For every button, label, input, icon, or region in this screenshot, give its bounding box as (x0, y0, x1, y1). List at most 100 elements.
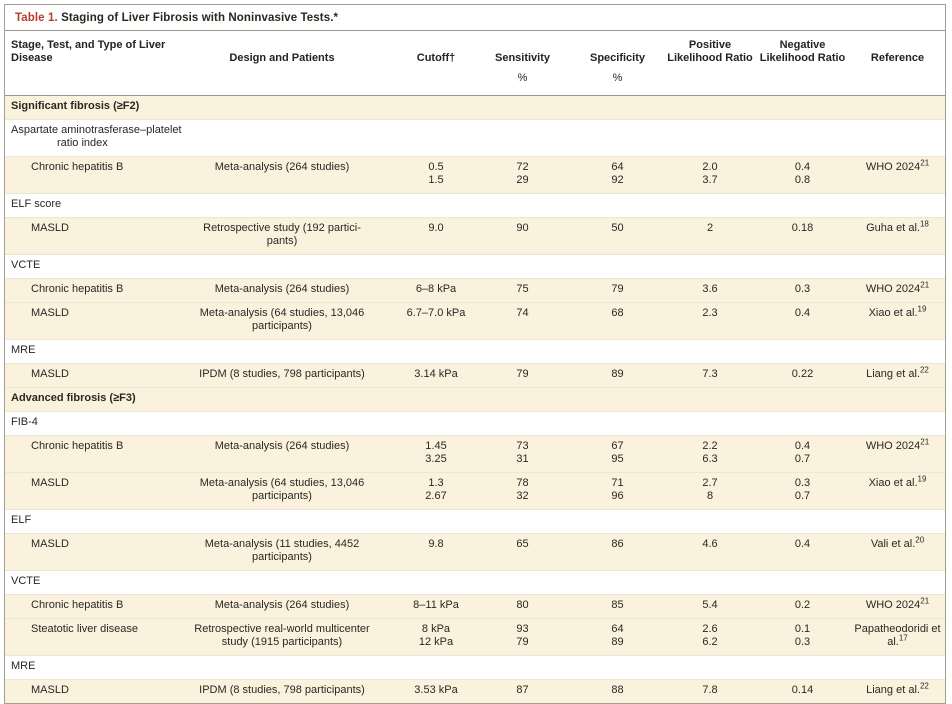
table-row: MASLD IPDM (8 studies, 798 participants) 3… (5, 679, 945, 703)
table-number: Table 1. (15, 12, 58, 24)
table-title-text: Staging of Liver Fibrosis with Noninvasi… (61, 12, 339, 24)
specificity-cell: 67 95 (570, 435, 665, 473)
positive-lr-cell: 2.7 8 (665, 472, 755, 510)
positive-lr-cell: 7.8 (665, 679, 755, 703)
positive-lr-cell: 2.3 (665, 302, 755, 340)
test-label: MRE (5, 655, 945, 680)
specificity-cell: 64 92 (570, 156, 665, 194)
col-header-stage: Stage, Test, and Type of Liver Disease (11, 39, 166, 64)
design-patients-cell: IPDM (8 studies, 798 participants) (187, 363, 377, 388)
cutoff-cell: 3.14 kPa (377, 363, 475, 388)
section-header-row: Significant fibrosis (≥F2) (5, 95, 945, 120)
col-header-sensitivity: Sensitivity (494, 52, 551, 64)
section-label: Significant fibrosis (≥F2) (5, 95, 945, 120)
sensitivity-cell: 73 31 (475, 435, 570, 473)
table-row: Chronic hepatitis B Meta-analysis (264 st… (5, 278, 945, 303)
col-header-plr: Positive Likelihood Ratio (667, 39, 753, 64)
col-header-reference: Reference (870, 52, 925, 64)
cutoff-cell: 0.5 1.5 (377, 156, 475, 194)
reference-cell: Liang et al.22 (850, 679, 945, 703)
test-header-row: ELF (5, 509, 945, 534)
table-row: Chronic hepatitis B Meta-analysis (264 st… (5, 594, 945, 619)
negative-lr-cell: 0.3 (755, 278, 850, 303)
table-row: Chronic hepatitis B Meta-analysis (264 st… (5, 435, 945, 473)
design-patients-cell: Meta-analysis (64 studies, 13,046 partici… (187, 302, 377, 340)
disease-type-cell: Chronic hepatitis B (5, 278, 187, 303)
specificity-cell: 85 (570, 594, 665, 619)
col-header-cutoff: Cutoff† (416, 52, 456, 64)
design-patients-cell: IPDM (8 studies, 798 participants) (187, 679, 377, 703)
sensitivity-cell: 87 (475, 679, 570, 703)
positive-lr-cell: 4.6 (665, 533, 755, 571)
positive-lr-cell: 3.6 (665, 278, 755, 303)
table-title: Table 1. Staging of Liver Fibrosis with … (5, 5, 945, 31)
disease-type-cell: Chronic hepatitis B (5, 594, 187, 619)
cutoff-cell: 1.3 2.67 (377, 472, 475, 510)
disease-type-cell: Chronic hepatitis B (5, 156, 187, 194)
reference-cell: WHO 202421 (850, 594, 945, 619)
col-header-design: Design and Patients (229, 52, 335, 64)
test-header-row: MRE (5, 339, 945, 364)
cutoff-cell: 9.0 (377, 217, 475, 255)
specificity-unit: % (570, 65, 665, 96)
header-row: Stage, Test, and Type of Liver Disease D… (5, 31, 945, 65)
cutoff-cell: 9.8 (377, 533, 475, 571)
positive-lr-cell: 2.0 3.7 (665, 156, 755, 194)
table-row: MASLD Retrospective study (192 partici-pa… (5, 217, 945, 255)
test-header-row: VCTE (5, 254, 945, 279)
negative-lr-cell: 0.14 (755, 679, 850, 703)
table-header: Stage, Test, and Type of Liver Disease D… (5, 31, 945, 96)
cutoff-cell: 6.7–7.0 kPa (377, 302, 475, 340)
sensitivity-cell: 93 79 (475, 618, 570, 656)
disease-type-cell: MASLD (5, 472, 187, 510)
negative-lr-cell: 0.4 0.7 (755, 435, 850, 473)
reference-cell: Xiao et al.19 (850, 472, 945, 510)
sensitivity-cell: 80 (475, 594, 570, 619)
sensitivity-cell: 75 (475, 278, 570, 303)
units-row: % % (5, 65, 945, 96)
test-header-row: FIB-4 (5, 411, 945, 436)
table-row: Chronic hepatitis B Meta-analysis (264 st… (5, 156, 945, 194)
negative-lr-cell: 0.2 (755, 594, 850, 619)
positive-lr-cell: 2 (665, 217, 755, 255)
specificity-cell: 71 96 (570, 472, 665, 510)
cutoff-cell: 1.45 3.25 (377, 435, 475, 473)
table-row: MASLD Meta-analysis (64 studies, 13,046 pa… (5, 472, 945, 510)
design-patients-cell: Meta-analysis (264 studies) (187, 156, 377, 194)
table-row: MASLD Meta-analysis (11 studies, 4452 part… (5, 533, 945, 571)
sensitivity-cell: 74 (475, 302, 570, 340)
disease-type-cell: Steatotic liver disease (5, 618, 187, 656)
col-header-specificity: Specificity (589, 52, 646, 64)
test-label: Aspartate aminotrasferase–platelet ratio … (5, 119, 945, 157)
sensitivity-cell: 72 29 (475, 156, 570, 194)
reference-cell: Vali et al.20 (850, 533, 945, 571)
positive-lr-cell: 5.4 (665, 594, 755, 619)
disease-type-cell: MASLD (5, 363, 187, 388)
design-patients-cell: Meta-analysis (11 studies, 4452 participa… (187, 533, 377, 571)
reference-cell: WHO 202421 (850, 435, 945, 473)
negative-lr-cell: 0.18 (755, 217, 850, 255)
specificity-cell: 86 (570, 533, 665, 571)
sensitivity-cell: 78 32 (475, 472, 570, 510)
positive-lr-cell: 2.6 6.2 (665, 618, 755, 656)
specificity-cell: 79 (570, 278, 665, 303)
design-patients-cell: Retrospective study (192 partici-pants) (187, 217, 377, 255)
test-label: FIB-4 (5, 411, 945, 436)
table-row: MASLD IPDM (8 studies, 798 participants) 3… (5, 363, 945, 388)
test-label: ELF (5, 509, 945, 534)
disease-type-cell: MASLD (5, 533, 187, 571)
positive-lr-cell: 2.2 6.3 (665, 435, 755, 473)
sensitivity-unit: % (475, 65, 570, 96)
test-label: ELF score (5, 193, 945, 218)
design-patients-cell: Retrospective real-world multicenter stud… (187, 618, 377, 656)
cutoff-cell: 8 kPa 12 kPa (377, 618, 475, 656)
cutoff-cell: 8–11 kPa (377, 594, 475, 619)
fibrosis-staging-table: Stage, Test, and Type of Liver Disease D… (5, 31, 945, 703)
test-header-row: ELF score (5, 193, 945, 218)
negative-lr-cell: 0.4 0.8 (755, 156, 850, 194)
test-header-row: VCTE (5, 570, 945, 595)
test-header-row: MRE (5, 655, 945, 680)
table-row: MASLD Meta-analysis (64 studies, 13,046 pa… (5, 302, 945, 340)
design-patients-cell: Meta-analysis (264 studies) (187, 594, 377, 619)
table-row: Steatotic liver disease Retrospective rea… (5, 618, 945, 656)
